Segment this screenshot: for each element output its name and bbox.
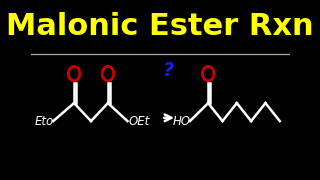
Text: OEt: OEt (129, 115, 150, 128)
Text: HO: HO (173, 115, 191, 128)
Text: Malonic Ester Rxn: Malonic Ester Rxn (6, 12, 314, 41)
Text: ?: ? (164, 61, 175, 80)
Text: Eto: Eto (35, 115, 54, 128)
